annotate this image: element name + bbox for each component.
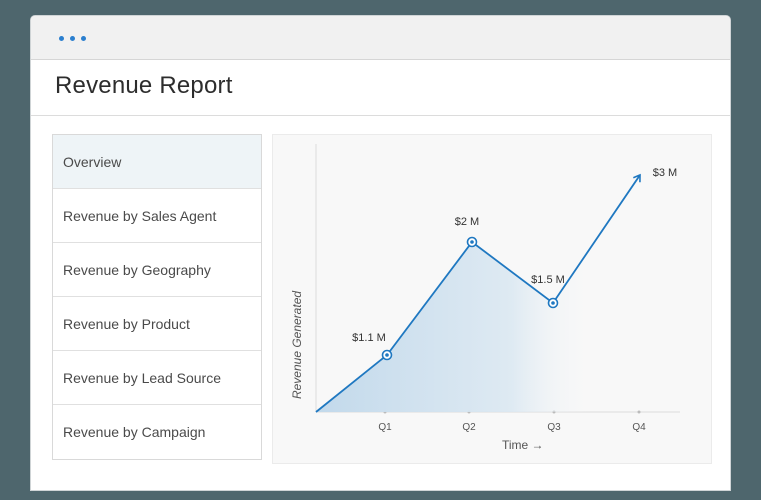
sidebar-item-overview[interactable]: Overview — [53, 135, 261, 189]
x-tick-label-q4: Q4 — [632, 422, 646, 433]
data-point-q2[interactable] — [466, 236, 478, 248]
value-label-q2: $2 M — [454, 216, 480, 228]
data-point-q3[interactable] — [547, 297, 559, 309]
value-label-q4: $3 M — [652, 167, 678, 179]
x-tick-label-q2: Q2 — [462, 422, 476, 433]
y-axis-label: Revenue Generated — [290, 290, 304, 400]
chart-canvas — [315, 144, 680, 414]
report-sidebar: Overview Revenue by Sales Agent Revenue … — [52, 134, 262, 460]
x-tick-label-q1: Q1 — [378, 422, 392, 433]
dot — [81, 36, 86, 41]
page-header: Revenue Report — [31, 60, 730, 116]
dot — [70, 36, 75, 41]
page-title: Revenue Report — [55, 72, 233, 99]
title-bar — [31, 16, 730, 60]
dot — [59, 36, 64, 41]
x-axis-label: Time → — [502, 438, 544, 452]
value-label-q1: $1.1 M — [352, 332, 386, 344]
area-fill — [316, 237, 595, 412]
sidebar-item-campaign[interactable]: Revenue by Campaign — [63, 424, 206, 440]
report-window: Revenue Report Overview Revenue by Sales… — [31, 16, 730, 490]
tick-q4 — [637, 410, 641, 414]
x-tick-label-q3: Q3 — [547, 422, 561, 433]
more-horizontal-dots-icon[interactable] — [59, 36, 86, 41]
sidebar-item-lead-source[interactable]: Revenue by Lead Source — [53, 351, 261, 405]
revenue-chart: Revenue Generated Time → Q1 Q2 Q3 Q4 $1.… — [272, 134, 712, 464]
data-point-q1[interactable] — [381, 349, 393, 361]
value-label-q3: $1.5 M — [531, 274, 565, 286]
sidebar-item-geography[interactable]: Revenue by Geography — [53, 243, 261, 297]
sidebar-item-sales-agent[interactable]: Revenue by Sales Agent — [53, 189, 261, 243]
sidebar-item-product[interactable]: Revenue by Product — [53, 297, 261, 351]
